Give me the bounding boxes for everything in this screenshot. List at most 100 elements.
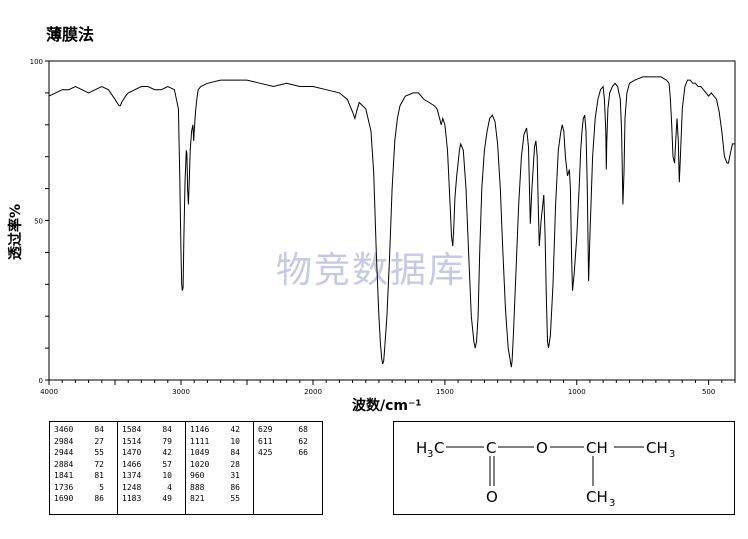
peak-row: 1584 84 [122,424,185,436]
peak-wavenumber: 1470 [122,448,142,457]
peak-wavenumber: 611 [258,436,273,446]
x-tick-label: 2000 [304,388,322,396]
peak-transmittance: 86 [94,494,104,503]
peak-row: 1736 5 [54,482,117,494]
peak-wavenumber: 1183 [122,494,142,503]
peak-row: 1466 57 [122,459,185,471]
peak-wavenumber: 2984 [54,436,74,446]
peak-row: 629 68 [258,424,322,436]
peak-column: 3460 84 2984 27 2944 55 2884 72 1841 81 1736 5 1690 8… [50,422,118,514]
methine-ch: CH [586,439,608,457]
peak-wavenumber: 1049 [190,448,210,457]
peak-row: 611 62 [258,436,322,448]
peak-wavenumber: 2944 [54,448,74,457]
svg-text:C: C [434,439,444,457]
peak-wavenumber: 1841 [54,471,74,480]
svg-text:O: O [486,488,498,506]
peak-row: 2884 72 [54,459,117,471]
peak-transmittance: 55 [230,494,240,503]
peak-row: 2984 27 [54,436,117,448]
x-tick-label: 500 [702,388,715,396]
svg-text:CH: CH [646,439,668,457]
peak-row: 1111 10 [190,436,253,448]
peak-wavenumber: 1111 [190,436,210,446]
peak-transmittance: 81 [94,471,104,480]
peak-transmittance: 49 [162,494,172,503]
svg-text:CH: CH [586,488,608,506]
structure-drawing: H 3 C C O O CH CH 3 CH 3 [416,439,675,509]
peak-transmittance: 84 [94,425,104,434]
peak-row: 888 86 [190,482,253,494]
peak-transmittance: 42 [230,425,240,434]
peak-transmittance: 28 [230,459,240,469]
peak-wavenumber: 1736 [54,482,74,492]
x-tick-label: 1000 [568,388,586,396]
peak-row: 1841 81 [54,470,117,482]
svg-text:3: 3 [669,449,675,460]
methyl-bottom-sub: 3 [609,498,615,509]
peak-transmittance: 62 [298,436,308,446]
carbonyl-oxygen: O [486,488,498,506]
peak-transmittance: 10 [162,471,172,480]
peak-transmittance: 86 [230,482,240,492]
peak-transmittance: 68 [298,425,308,434]
peak-row: 1374 10 [122,470,185,482]
page-title: 薄膜法 [46,25,95,44]
ester-oxygen: O [536,439,548,457]
methyl-right-sub: 3 [669,449,675,460]
peak-table: 3460 84 2984 27 2944 55 2884 72 1841 81 1736 5 1690 8… [49,421,323,515]
svg-text:CH: CH [586,439,608,457]
svg-text:H: H [416,439,427,457]
peak-row: 1146 42 [190,424,253,436]
peak-row: 1020 28 [190,459,253,471]
peak-transmittance: 84 [230,448,240,457]
peak-transmittance: 42 [162,448,172,457]
x-tick-label: 4000 [40,388,58,396]
peak-wavenumber: 1690 [54,494,74,503]
svg-text:C: C [486,439,496,457]
peak-wavenumber: 960 [190,471,205,480]
peak-transmittance: 4 [167,482,172,492]
peak-wavenumber: 1020 [190,459,210,469]
peak-row: 1690 86 [54,493,117,505]
peak-row: 1470 42 [122,447,185,459]
methyl-bottom: CH [586,488,608,506]
x-axis-label: 波数/cm⁻¹ [352,397,422,414]
peak-wavenumber: 821 [190,494,205,503]
peak-wavenumber: 1514 [122,436,142,446]
svg-text:O: O [536,439,548,457]
peak-wavenumber: 629 [258,425,273,434]
peak-column: 629 68 611 62 425 66 [254,422,322,514]
peak-wavenumber: 425 [258,448,273,457]
peak-wavenumber: 1374 [122,471,142,480]
peak-transmittance: 66 [298,448,308,457]
y-tick-label: 50 [34,218,43,226]
peak-transmittance: 5 [99,482,104,492]
peak-transmittance: 10 [230,436,240,446]
plot-frame [48,60,736,381]
molecular-structure: H 3 C C O O CH CH 3 CH 3 [393,421,735,515]
methyl-c: C [434,439,444,457]
y-tick-label: 0 [39,377,43,385]
peak-wavenumber: 1146 [190,425,210,434]
peak-wavenumber: 1584 [122,425,142,434]
peak-transmittance: 27 [94,436,104,446]
peak-transmittance: 31 [230,471,240,480]
peak-row: 821 55 [190,493,253,505]
peak-row: 425 66 [258,447,322,459]
peak-row: 1183 49 [122,493,185,505]
peak-row: 960 31 [190,470,253,482]
watermark: 物竞数据库 [276,250,466,291]
methyl-right: CH [646,439,668,457]
peak-transmittance: 57 [162,459,172,469]
peak-row: 3460 84 [54,424,117,436]
ir-spectrum-chart: 物竞数据库 0 50 100 4000 3000 2000 1500 1000 500 波数/… [7,58,736,414]
y-tick-label: 100 [30,58,43,66]
peak-row: 1248 4 [122,482,185,494]
peak-wavenumber: 1466 [122,459,142,469]
peak-row: 1514 79 [122,436,185,448]
svg-text:3: 3 [427,449,433,460]
peak-wavenumber: 888 [190,482,205,492]
peak-transmittance: 84 [162,425,172,434]
y-axis-label: 透过率% [7,204,24,260]
